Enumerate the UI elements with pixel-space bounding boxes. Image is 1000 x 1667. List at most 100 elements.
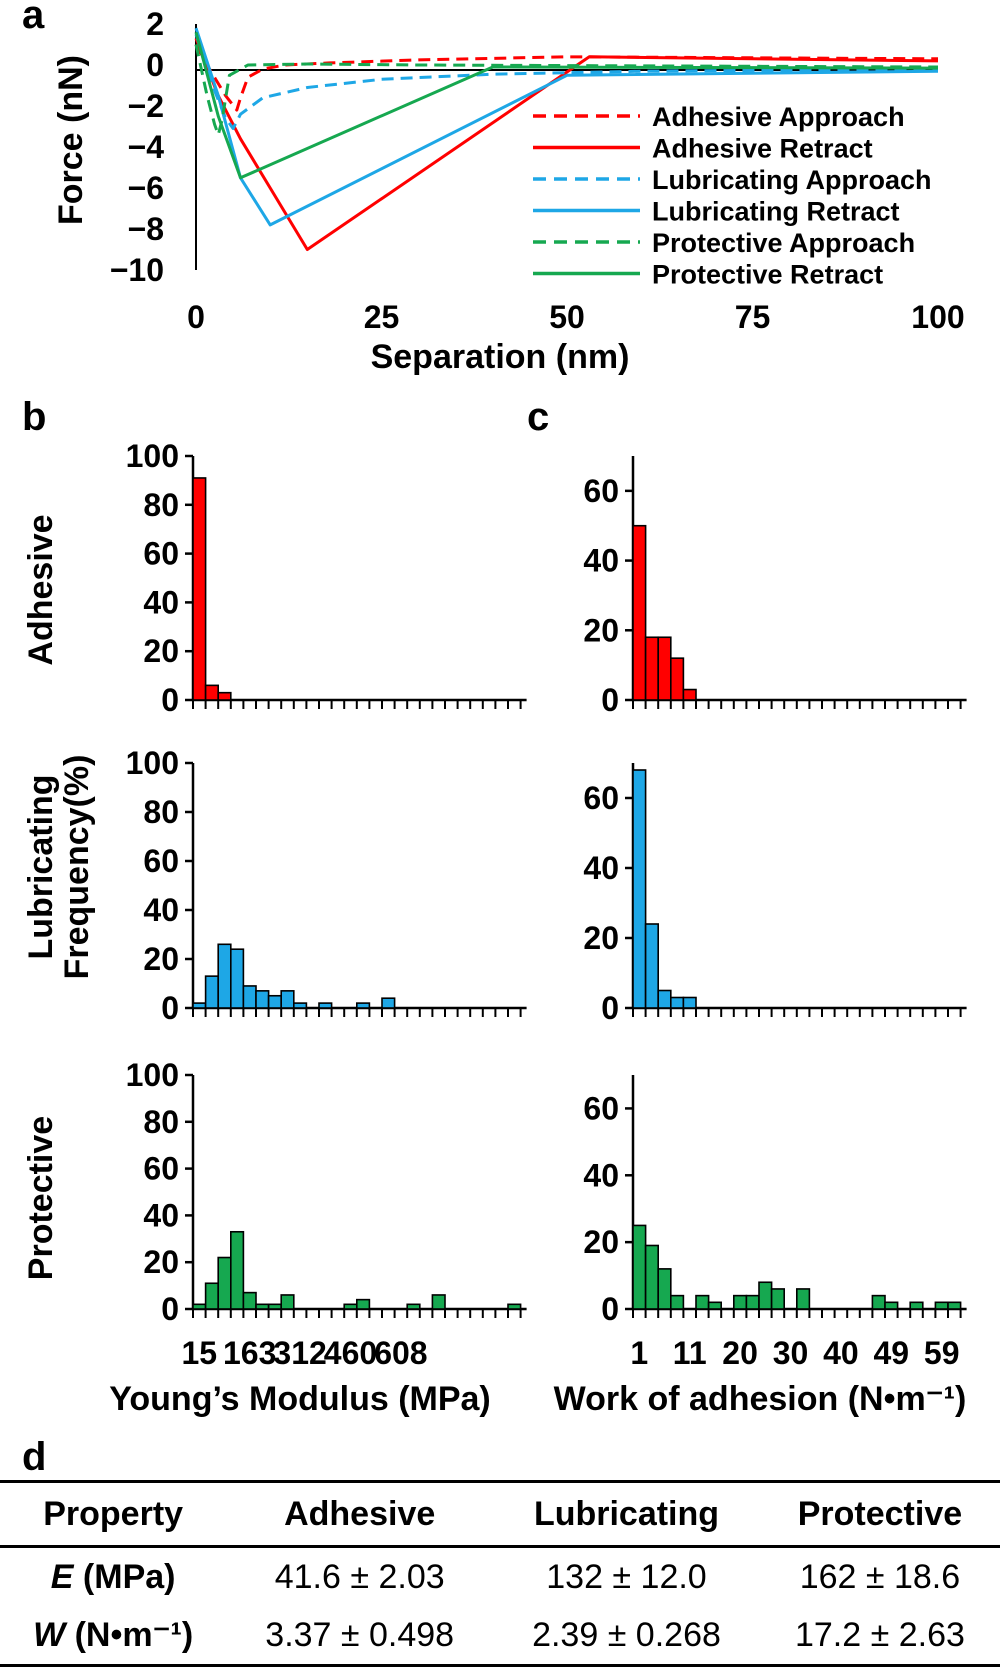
figure-canvas: a b c d 20−2−4−6−8−10 0 25 50 75 100 Adhesiv… — [22, 0, 967, 1479]
b-x-axis-label: Young’s Modulus (MPa) — [109, 1380, 491, 1418]
y-tick-label: 40 — [583, 1157, 619, 1193]
x-tick-label: 75 — [735, 299, 771, 335]
y-tick-label: 20 — [143, 633, 179, 669]
histogram-bar — [204, 1282, 220, 1310]
histogram-bar — [318, 1002, 333, 1009]
y-tick-label: 100 — [126, 745, 179, 781]
y-tick-label: 40 — [583, 850, 619, 886]
table-cell: 162 ± 18.6 — [799, 1557, 961, 1596]
x-tick-label: 0 — [187, 299, 205, 335]
histogram-bar — [217, 691, 232, 701]
y-tick-label: 0 — [601, 990, 619, 1026]
legend-entry: Lubricating Retract — [652, 197, 900, 227]
table-header: Adhesive — [226, 1480, 494, 1548]
table-cell: 132 ± 12.0 — [546, 1557, 707, 1596]
y-tick-label: 60 — [143, 843, 179, 879]
panel-label-c: c — [527, 395, 549, 439]
table-header: Protective — [759, 1480, 1000, 1548]
histogram-bar — [745, 1294, 760, 1310]
histogram-bar — [267, 1303, 283, 1310]
histogram-bar — [355, 1298, 371, 1310]
x-tick-label: 312 — [273, 1335, 326, 1371]
x-tick-label: 15 — [182, 1335, 218, 1371]
histogram-bar — [770, 1288, 785, 1310]
histogram-bar — [381, 997, 396, 1009]
shared-y-axis-label: Frequency(%) — [58, 755, 96, 980]
histogram-bar — [707, 1301, 722, 1310]
histogram-b-lubricating: 100 80 60 40 20 0 — [126, 745, 527, 1026]
legend-entry: Lubricating Approach — [652, 165, 932, 195]
legend-entry: Protective Approach — [652, 228, 915, 258]
x-tick-labels: 0 25 50 75 100 — [187, 299, 965, 335]
y-tick-label: 40 — [143, 892, 179, 928]
histogram-bar — [192, 477, 207, 701]
histogram-bar — [255, 990, 270, 1009]
histogram-bar — [871, 1294, 886, 1310]
y-tick-label: 100 — [126, 438, 179, 474]
histogram-bar — [355, 1002, 371, 1009]
y-tick-label: 80 — [143, 487, 179, 523]
series-lines — [194, 27, 939, 251]
row-label-protective: Protective — [22, 1116, 60, 1280]
x-tick-label: 11 — [673, 1335, 707, 1371]
y-tick-label: 20 — [143, 941, 179, 977]
x-tick-label: 460 — [324, 1335, 377, 1371]
histogram-bar — [758, 1281, 773, 1310]
histogram-bar — [909, 1301, 924, 1310]
row-label-lubricating: Lubricating — [22, 774, 60, 959]
legend-entry: Adhesive Retract — [652, 134, 873, 164]
histogram-bar — [507, 1303, 522, 1310]
series-line-6 — [194, 31, 939, 180]
x-tick-label: 59 — [924, 1335, 960, 1371]
histogram-bar — [682, 688, 697, 701]
series-line-1 — [194, 43, 939, 112]
y-tick-label: 60 — [583, 1090, 619, 1126]
histogram-bar — [204, 975, 220, 1009]
x-tick-label: 30 — [773, 1335, 809, 1371]
y-tick-label: 0 — [161, 1291, 179, 1327]
histogram-bar — [217, 943, 232, 1009]
histogram-bar — [632, 1224, 647, 1310]
x-tick-label: 20 — [722, 1335, 758, 1371]
histogram-bar — [682, 996, 697, 1009]
a-x-axis-label: Separation (nm) — [371, 338, 630, 376]
a-y-axis-label: Force (nN) — [52, 55, 90, 225]
y-tick-label: 20 — [583, 1224, 619, 1260]
histogram-bar — [267, 994, 283, 1009]
row-label-adhesive: Adhesive — [22, 514, 60, 665]
y-tick-label: 0 — [601, 1291, 619, 1327]
panel-label-d: d — [22, 1435, 46, 1479]
legend-entry: Adhesive Approach — [652, 102, 905, 132]
histogram-bar — [644, 1244, 659, 1310]
histogram-bar — [242, 1291, 257, 1310]
histogram-bar — [657, 1268, 672, 1310]
table-row: W (N•m⁻¹) 3.37 ± 0.498 2.39 ± 0.268 17.2… — [0, 1606, 1000, 1667]
y-tick-label: 40 — [143, 1197, 179, 1233]
series-line-3 — [194, 33, 939, 130]
table-header: Property — [0, 1480, 227, 1548]
series-line-5 — [194, 44, 939, 137]
histogram-c-adhesive: 60 40 20 0 — [583, 456, 967, 718]
y-tick-label: 60 — [583, 473, 619, 509]
histogram-bar — [795, 1288, 811, 1310]
x-tick-label: 50 — [549, 299, 585, 335]
c-x-axis-label: Work of adhesion (N•m⁻¹) — [554, 1380, 967, 1418]
histogram-bar — [280, 1294, 295, 1310]
y-tick-label: 60 — [143, 536, 179, 572]
table-header: Lubricating — [493, 1480, 760, 1548]
y-tick-labels: 2 0 −2 −4 −6 −8 −10 — [110, 6, 164, 288]
histogram-bar — [192, 1303, 207, 1310]
histogram-bar — [280, 990, 295, 1009]
row-header: E (MPa) — [50, 1557, 176, 1596]
x-tick-label: 100 — [911, 299, 964, 335]
table-cell: 2.39 ± 0.268 — [493, 1606, 760, 1667]
histogram-bar — [669, 657, 685, 701]
y-tick-label: 0 — [161, 682, 179, 718]
x-tick-label: 40 — [823, 1335, 859, 1371]
y-tick-label: 60 — [143, 1151, 179, 1187]
panel-label-a: a — [22, 0, 45, 37]
histogram-bar — [657, 636, 672, 701]
histogram-bar — [934, 1301, 949, 1310]
